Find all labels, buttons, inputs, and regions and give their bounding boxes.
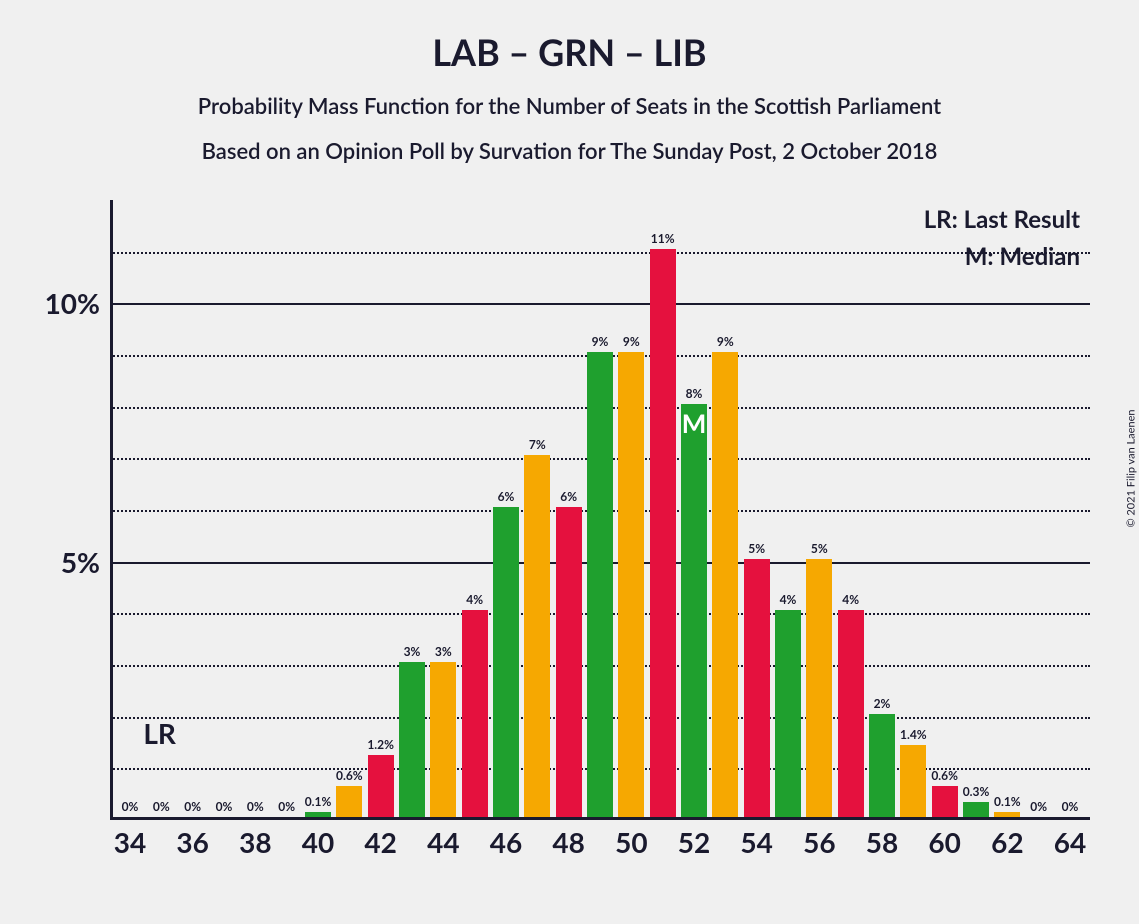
bar-value-label: 0%	[153, 799, 170, 814]
x-tick-label: 52	[678, 825, 710, 859]
bar	[493, 507, 519, 817]
bar-value-label: 11%	[651, 231, 675, 246]
median-marker: M	[682, 407, 707, 439]
plot-area: LR: Last Result M: Median 34363840424446…	[110, 200, 1090, 820]
bar	[336, 786, 362, 817]
x-tick-label: 60	[928, 825, 960, 859]
bar	[462, 610, 488, 817]
bar-value-label: 7%	[529, 437, 546, 452]
x-tick-label: 34	[114, 825, 146, 859]
bar-value-label: 4%	[466, 592, 483, 607]
bar	[650, 249, 676, 817]
x-tick-label: 58	[866, 825, 898, 859]
bar	[587, 352, 613, 817]
bar	[838, 610, 864, 817]
bar	[681, 404, 707, 817]
bar	[963, 802, 989, 818]
bar-value-label: 5%	[811, 541, 828, 556]
bar	[869, 714, 895, 817]
bar-value-label: 0%	[278, 799, 295, 814]
bar-value-label: 9%	[717, 334, 734, 349]
bar-value-label: 3%	[435, 644, 452, 659]
bar	[430, 662, 456, 817]
bar	[932, 786, 958, 817]
bar	[806, 559, 832, 817]
bar-value-label: 0%	[216, 799, 233, 814]
bar-value-label: 0.6%	[931, 768, 958, 783]
x-tick-label: 64	[1054, 825, 1086, 859]
legend: LR: Last Result M: Median	[924, 205, 1080, 279]
chart-container: LAB – GRN – LIB Probability Mass Functio…	[0, 0, 1139, 924]
bar	[368, 755, 394, 817]
x-tick-label: 40	[302, 825, 334, 859]
x-tick-label: 56	[803, 825, 835, 859]
bar-value-label: 0%	[247, 799, 264, 814]
x-tick-label: 48	[552, 825, 584, 859]
y-tick-label: 10%	[45, 286, 100, 320]
x-tick-label: 62	[991, 825, 1023, 859]
x-tick-label: 50	[615, 825, 647, 859]
bar-value-label: 4%	[780, 592, 797, 607]
bar	[305, 812, 331, 817]
bar-value-label: 2%	[874, 696, 891, 711]
bar-value-label: 8%	[686, 386, 703, 401]
bar	[556, 507, 582, 817]
x-tick-label: 38	[239, 825, 271, 859]
bar-value-label: 3%	[404, 644, 421, 659]
bar-value-label: 4%	[842, 592, 859, 607]
bar-value-label: 0.1%	[994, 794, 1021, 809]
copyright-text: © 2021 Filip van Laenen	[1125, 409, 1138, 527]
bar-value-label: 9%	[592, 334, 609, 349]
chart-subtitle-2: Based on an Opinion Poll by Survation fo…	[40, 137, 1099, 164]
bar-value-label: 0%	[1030, 799, 1047, 814]
bar	[744, 559, 770, 817]
bar	[712, 352, 738, 817]
gridline	[110, 252, 1090, 254]
bar-value-label: 0%	[122, 799, 139, 814]
bar	[618, 352, 644, 817]
x-axis	[110, 817, 1090, 820]
bar-value-label: 9%	[623, 334, 640, 349]
x-tick-label: 46	[490, 825, 522, 859]
x-tick-label: 44	[427, 825, 459, 859]
bar-value-label: 6%	[498, 489, 515, 504]
gridline	[110, 303, 1090, 305]
x-tick-label: 42	[364, 825, 396, 859]
bar-value-label: 0.6%	[336, 768, 363, 783]
bar-value-label: 5%	[748, 541, 765, 556]
bar	[775, 610, 801, 817]
legend-m: M: Median	[924, 242, 1080, 271]
bar-value-label: 1.4%	[900, 727, 927, 742]
bar-value-label: 1.2%	[367, 737, 394, 752]
bar-value-label: 0%	[1062, 799, 1079, 814]
y-tick-label: 5%	[61, 545, 100, 579]
bar	[900, 745, 926, 817]
bar-value-label: 0%	[184, 799, 201, 814]
chart-subtitle-1: Probability Mass Function for the Number…	[40, 92, 1099, 119]
bar	[994, 812, 1020, 817]
legend-lr: LR: Last Result	[924, 205, 1080, 234]
bar-value-label: 0.3%	[963, 784, 990, 799]
x-tick-label: 36	[176, 825, 208, 859]
x-axis-labels: 34 36 38 40 42 44 46 48 50 52 54 56 58 60 62 64	[110, 825, 1090, 865]
x-tick-label: 54	[740, 825, 772, 859]
bar-value-label: 6%	[560, 489, 577, 504]
bar	[524, 455, 550, 817]
chart-title: LAB – GRN – LIB	[40, 30, 1099, 74]
lr-marker: LR	[143, 716, 176, 750]
bar-value-label: 0.1%	[305, 794, 332, 809]
bar	[399, 662, 425, 817]
